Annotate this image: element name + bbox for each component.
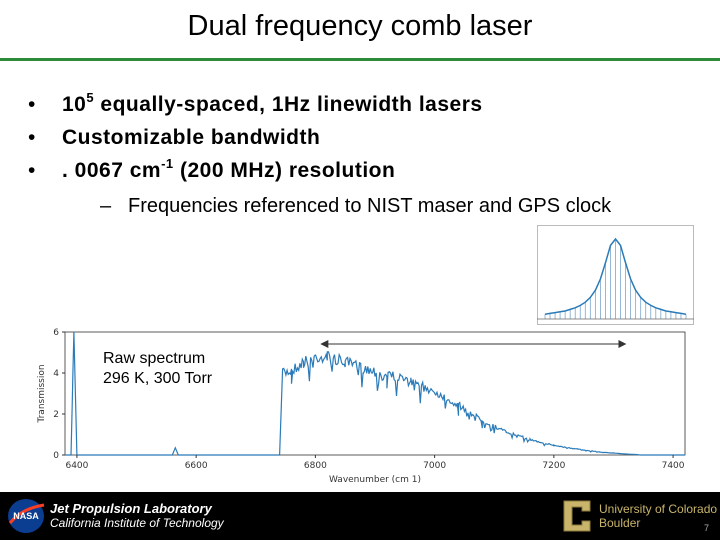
cu-line-1: University of Colorado	[599, 502, 718, 516]
x-tick-label: 7200	[542, 461, 565, 471]
footer-bar: NASA Jet Propulsion Laboratory Californi…	[0, 492, 720, 540]
bullet-superscript: -1	[161, 156, 174, 171]
y-tick-label: 2	[53, 410, 59, 420]
jpl-wordmark: Jet Propulsion Laboratory California Ins…	[50, 501, 224, 530]
y-axis-label: Transmission	[37, 364, 47, 423]
bullet-item: • 105 equally-spaced, 1Hz linewidth laser…	[28, 88, 483, 121]
bullet-marker: •	[28, 126, 36, 149]
cu-line-2: Boulder	[599, 516, 641, 530]
nasa-logo-icon: NASA	[8, 499, 45, 533]
comb-inset-chart	[537, 225, 694, 325]
x-ticks: 6400 6600 6800 7000 7200 7400	[65, 455, 685, 471]
sub-bullet: – Frequencies referenced to NIST maser an…	[100, 195, 611, 218]
bullet-text-rest: (200 MHz) resolution	[173, 159, 396, 182]
bullet-text: Customizable bandwidth	[62, 126, 321, 149]
x-axis-label: Wavenumber (cm 1)	[329, 475, 421, 485]
cu-wordmark: University of Colorado Boulder	[599, 502, 717, 530]
jpl-name: Jet Propulsion Laboratory	[50, 501, 212, 516]
bullet-text: . 0067 cm	[62, 159, 162, 182]
cu-logo-icon	[563, 500, 591, 532]
x-tick-label: 6600	[185, 461, 208, 471]
annotation-line-2: 296 K, 300 Torr	[103, 370, 213, 387]
jpl-subtitle: California Institute of Technology	[50, 516, 224, 530]
x-tick-label: 6800	[304, 461, 327, 471]
series-line-raw-spectrum	[65, 331, 685, 456]
y-tick-label: 4	[53, 369, 59, 379]
sub-bullet-marker: –	[100, 195, 112, 217]
spectrum-chart: 6400 6600 6800 7000 7200 7400 0 2 4 6 Wavenumber…	[37, 328, 686, 485]
bullet-marker: •	[28, 159, 36, 182]
y-ticks: 0 2 4 6	[53, 328, 65, 461]
chart-annotation: Raw spectrum 296 K, 300 Torr	[103, 349, 212, 389]
chart-axes	[64, 331, 686, 456]
page-number: 7	[704, 523, 710, 533]
bullet-superscript: 5	[86, 90, 95, 105]
plot-frame	[64, 331, 686, 456]
x-tick-label: 7000	[423, 461, 446, 471]
x-tick-label: 7400	[662, 461, 685, 471]
slide-title: Dual frequency comb laser	[187, 10, 533, 42]
inset-teeth	[544, 239, 687, 319]
bullet-list: • 105 equally-spaced, 1Hz linewidth laser…	[28, 88, 483, 187]
sub-bullet-text: Frequencies referenced to NIST maser and…	[128, 195, 612, 217]
x-tick-label: 6400	[65, 461, 88, 471]
annotation-line-1: Raw spectrum	[103, 350, 206, 367]
bullet-item: • . 0067 cm-1 (200 MHz) resolution	[28, 154, 483, 187]
bullet-item: • Customizable bandwidth	[28, 121, 483, 154]
inset-envelope	[544, 237, 687, 315]
title-divider	[0, 58, 720, 61]
y-tick-label: 6	[53, 328, 59, 338]
y-tick-label: 0	[53, 451, 59, 461]
bullet-marker: •	[28, 93, 36, 116]
bullet-text: 10	[62, 93, 87, 116]
svg-text:NASA: NASA	[13, 511, 39, 521]
bullet-text-rest: equally-spaced, 1Hz linewidth lasers	[94, 93, 483, 116]
